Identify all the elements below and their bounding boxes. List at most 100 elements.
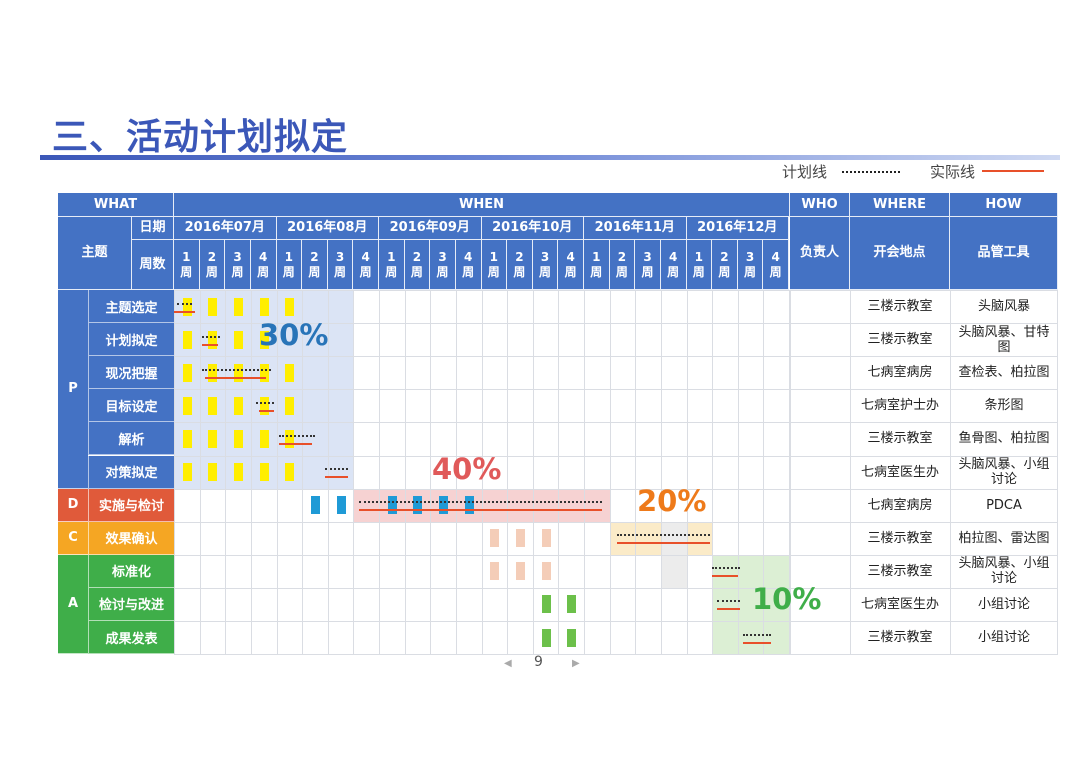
grid-vline (763, 290, 765, 655)
plan-line (279, 434, 315, 437)
legend-actual-label: 实际线 (930, 163, 976, 181)
shade-block (712, 554, 789, 655)
prev-page-icon[interactable]: ◀ (504, 658, 512, 669)
progress-marker (567, 628, 577, 647)
progress-marker (234, 330, 244, 349)
task-how: 柏拉图、雷达图 (958, 530, 1050, 546)
plan-line (717, 600, 741, 603)
week-header: 4 周 (250, 240, 277, 290)
grid-hline (174, 554, 1058, 556)
grid-hline (174, 422, 1058, 424)
actual-line (712, 575, 738, 578)
task-where: 七病室护士办 (860, 398, 939, 414)
progress-marker (259, 463, 269, 482)
plan-line (202, 335, 221, 338)
next-page-icon[interactable]: ▶ (572, 658, 580, 669)
grid-vline (850, 290, 851, 655)
page-number: 9 (534, 654, 543, 670)
progress-marker (234, 463, 244, 482)
week-header: 3 周 (532, 240, 559, 290)
grid-vline (789, 290, 790, 655)
progress-marker (234, 363, 244, 382)
grid-vline (455, 290, 457, 655)
grid-vline (660, 290, 662, 655)
grid-vline (609, 290, 611, 655)
task-how: 条形图 (984, 398, 1024, 414)
grid-vline (481, 290, 483, 655)
week-header: 1 周 (686, 240, 713, 290)
week-header: 3 周 (737, 240, 764, 290)
progress-marker (182, 363, 192, 382)
actual-line (325, 476, 349, 479)
progress-marker (285, 363, 295, 382)
grid-hline (174, 621, 1058, 622)
grid-vline (686, 290, 688, 655)
progress-marker (259, 429, 269, 448)
grid-hline (174, 455, 1058, 457)
grid-vline (327, 290, 329, 655)
plan-line (256, 401, 274, 404)
week-header: 4 周 (660, 240, 687, 290)
progress-marker (234, 297, 244, 316)
week-header: 4 周 (763, 240, 789, 290)
task-how: 头脑风暴 (977, 299, 1030, 315)
grid-vline (353, 290, 355, 655)
month-header: 2016年11月 (584, 217, 687, 240)
progress-marker (567, 595, 577, 614)
week-header: 1 周 (379, 240, 405, 290)
week-header: 3 周 (635, 240, 661, 290)
task-how: 头脑风暴、小组讨论 (958, 457, 1050, 488)
week-header: 2 周 (507, 240, 533, 290)
progress-marker (541, 529, 551, 548)
week-header: 3 周 (327, 240, 354, 290)
week-header: 4 周 (353, 240, 379, 290)
grid-hline (174, 587, 1058, 589)
grid-vline (532, 290, 534, 655)
grid-hline (174, 323, 1058, 325)
progress-marker (439, 496, 449, 515)
phase-percent-label: 20% (637, 484, 707, 518)
grid-hline (174, 389, 1058, 391)
progress-marker (182, 297, 192, 316)
task-how: 查检表、柏拉图 (958, 365, 1050, 381)
grid-vline (199, 290, 201, 655)
progress-marker (234, 396, 244, 415)
week-header: 4 周 (455, 240, 482, 290)
week-header: 2 周 (712, 240, 738, 290)
plan-line (325, 468, 349, 471)
grid-hline (174, 290, 1058, 291)
actual-line (202, 343, 218, 346)
grid-vline (737, 290, 739, 655)
grid-vline (379, 290, 380, 655)
progress-marker (259, 297, 269, 316)
legend-plan-label: 计划线 (782, 163, 828, 181)
task-name: 计划拟定 (88, 323, 174, 357)
progress-marker (259, 363, 269, 382)
grid-vline (174, 290, 175, 655)
progress-marker (259, 396, 269, 415)
week-header: 2 周 (404, 240, 431, 290)
task-name: 对策拟定 (88, 455, 174, 489)
page-title: 三、活动计划拟定 (52, 117, 349, 158)
plan-line (617, 534, 710, 537)
shade-block (660, 521, 687, 588)
phase-label: D (58, 488, 88, 522)
actual-line (717, 608, 741, 611)
task-name: 成果发表 (88, 621, 174, 655)
actual-line (258, 409, 274, 412)
progress-marker (208, 363, 218, 382)
task-where: 三楼示教室 (867, 630, 933, 646)
actual-line (358, 509, 602, 512)
grid-hline (174, 521, 1058, 523)
header-where: WHERE (850, 193, 950, 217)
task-name: 实施与检讨 (88, 488, 174, 522)
task-name: 效果确认 (88, 521, 174, 555)
header-date: 日期 (132, 217, 174, 240)
week-header: 1 周 (174, 240, 200, 290)
week-header: 2 周 (199, 240, 226, 290)
actual-line (279, 442, 313, 445)
header-venue: 开会地点 (850, 217, 950, 290)
header-tool: 品管工具 (950, 217, 1058, 290)
phase-label: P (58, 290, 88, 489)
